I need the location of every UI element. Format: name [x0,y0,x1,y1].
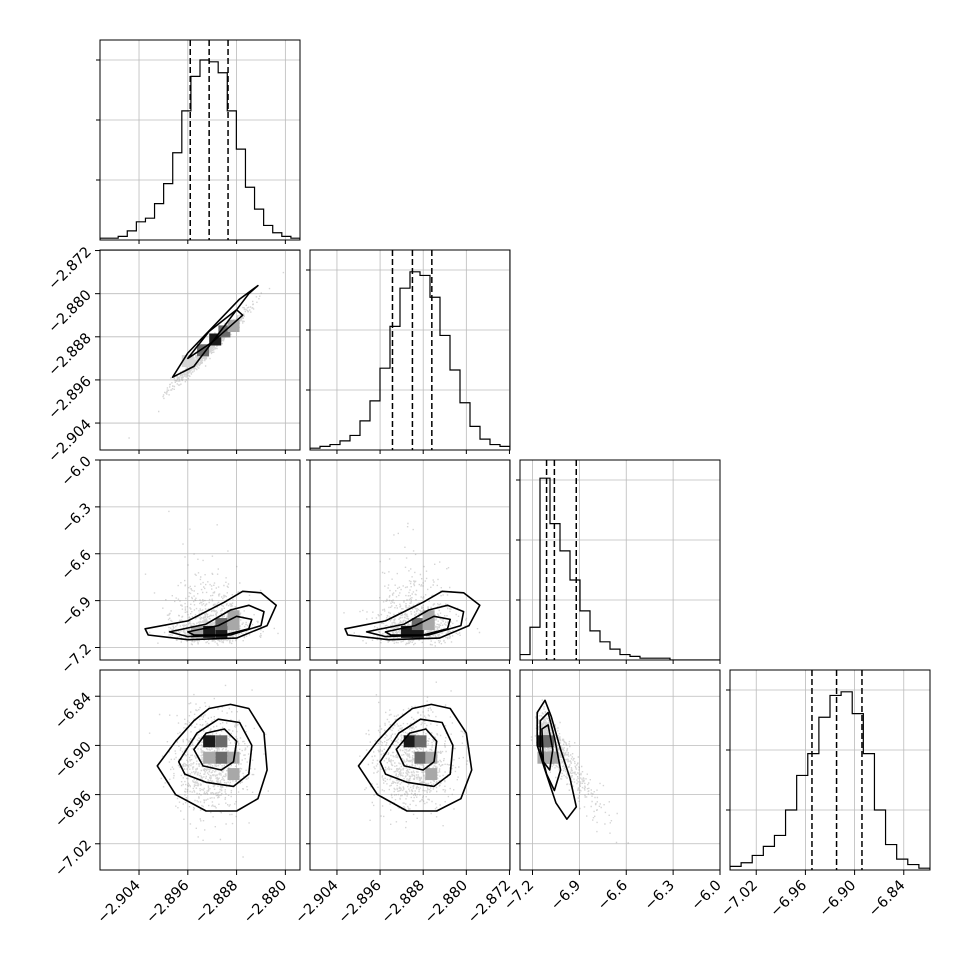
density-cell [215,751,228,764]
scatter-panel-6 [520,670,720,870]
x-tick-label: −7.02 [718,878,761,921]
density-cell [425,768,438,781]
density-cell [227,768,240,781]
density-cell [197,344,210,357]
y-tick-label: −6.6 [59,547,95,583]
contour-line [168,604,265,638]
histogram-panel-1 [100,40,300,240]
density-cell [414,735,427,748]
contour-line [379,718,454,788]
density-cell [215,735,228,748]
histogram-step-line [310,271,510,450]
density-cell [546,751,559,764]
contour-line [539,711,562,792]
panel-frame [309,459,511,661]
scatter-panel-5 [310,670,510,870]
panel-frame [99,669,301,871]
histogram-step-line [730,691,930,870]
density-cell [414,751,427,764]
panel-frame [309,249,511,451]
y-tick-label: −6.9 [59,594,95,630]
panel-frame [99,249,301,451]
density-cell [203,735,216,748]
contour-line [193,728,238,771]
contour-line [344,590,481,641]
panel-frame [99,459,301,661]
panel-frame [519,669,721,871]
y-tick-label: −6.84 [52,690,95,733]
x-tick-label: −2.880 [422,878,471,927]
scatter-points [359,681,470,829]
y-tick-label: −6.3 [59,500,95,536]
histogram-step-line [520,477,720,660]
x-tick-label: −6.3 [642,878,678,914]
x-tick-label: −2.896 [336,878,385,927]
scatter-panel-2 [100,460,300,660]
scatter-panel-1 [100,250,300,450]
x-tick-label: −2.880 [241,878,290,927]
scatter-panel-3 [310,460,510,660]
histogram-panel-4 [730,670,930,870]
histogram-panel-3 [520,460,720,660]
scatter-panel-4 [100,670,300,870]
y-tick-label: −6.90 [52,739,95,782]
histogram-step-line [100,59,300,240]
x-tick-label: −2.904 [293,878,342,927]
y-tick-label: −6.0 [59,454,95,490]
panel-frame [519,459,721,661]
contour-line [395,728,438,771]
y-tick-label: −7.02 [52,837,95,880]
contour-line [187,615,253,636]
density-cell [227,320,240,333]
y-tick-label: −2.872 [46,244,95,293]
contour-line [365,604,465,638]
y-tick-label: −6.96 [52,788,95,831]
contour-line [541,724,554,771]
histogram-panel-2 [310,250,510,450]
contour-line [144,590,277,641]
x-tick-label: −6.9 [548,878,584,914]
density-cell [403,735,416,748]
contour-line [536,699,578,820]
scatter-points [148,684,269,858]
density-cell [422,610,435,623]
panel-frame [99,39,301,241]
density-cell [203,751,216,764]
panel-frame [309,669,511,871]
y-tick-label: −7.2 [59,641,95,677]
x-tick-label: −2.888 [379,878,428,927]
contour-line [156,703,268,812]
contour-line [187,309,244,360]
x-tick-label: −2.896 [143,878,192,927]
scatter-points [530,699,629,844]
y-tick-label: −2.888 [46,330,95,379]
contour-line [177,718,253,788]
x-tick-label: −2.888 [192,878,241,927]
x-tick-label: −2.904 [95,878,144,927]
contour-line [171,284,259,378]
x-tick-label: −6.96 [768,878,811,921]
panel-frame [729,669,931,871]
x-tick-label: −6.84 [866,878,909,921]
contour-line [357,703,473,812]
x-tick-label: −6.6 [595,878,631,914]
y-tick-label: −2.880 [46,287,95,336]
y-tick-label: −2.896 [46,373,95,422]
contour-line [384,615,451,636]
x-tick-label: −6.90 [817,878,860,921]
